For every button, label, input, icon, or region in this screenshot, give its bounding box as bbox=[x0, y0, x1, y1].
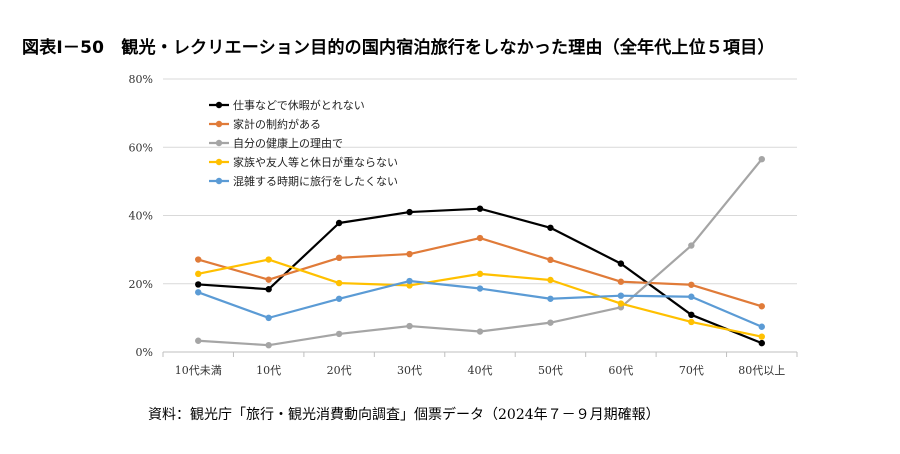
data-point bbox=[265, 276, 272, 283]
x-tick-label: 80代以上 bbox=[738, 364, 785, 377]
data-point bbox=[406, 208, 413, 216]
data-point bbox=[335, 295, 343, 302]
chart-title: 図表Ⅰ－50 観光・レクリエーション目的の国内宿泊旅行をしなかった理由（全年代上… bbox=[22, 38, 775, 58]
legend-label: 自分の健康上の理由で bbox=[233, 136, 343, 150]
data-point bbox=[195, 281, 202, 288]
data-point bbox=[406, 282, 413, 289]
data-point bbox=[547, 319, 554, 326]
data-point bbox=[476, 205, 484, 212]
x-tick-label: 10代未満 bbox=[175, 364, 222, 377]
x-tick-label: 30代 bbox=[397, 364, 422, 377]
data-point bbox=[335, 330, 343, 338]
data-point bbox=[265, 256, 272, 263]
data-point bbox=[265, 314, 272, 322]
data-point bbox=[265, 286, 272, 293]
data-point bbox=[195, 289, 202, 296]
data-point bbox=[406, 250, 413, 258]
data-point bbox=[688, 242, 695, 249]
data-point bbox=[547, 295, 554, 302]
data-point bbox=[195, 337, 202, 344]
data-point bbox=[758, 339, 765, 347]
x-tick-label: 70代 bbox=[679, 364, 704, 377]
y-tick-label: 80% bbox=[129, 73, 153, 86]
x-axis-ticks: 10代未満 10代 20代 30代 40代 50代 60代 70代 80代以上 bbox=[162, 352, 798, 377]
data-point bbox=[547, 256, 554, 264]
legend-label: 家族や友人等と休日が重ならない bbox=[233, 155, 398, 169]
data-point bbox=[335, 219, 343, 227]
y-tick-label: 0% bbox=[136, 346, 153, 359]
y-tick-label: 60% bbox=[129, 141, 153, 154]
data-point bbox=[335, 254, 343, 262]
data-point bbox=[688, 311, 695, 319]
x-tick-label: 50代 bbox=[538, 364, 563, 377]
legend-swatch-marker bbox=[215, 177, 223, 185]
legend-swatch-marker bbox=[215, 158, 223, 166]
data-point bbox=[758, 303, 765, 310]
x-tick-label: 10代 bbox=[256, 364, 281, 377]
data-point bbox=[476, 328, 484, 335]
data-point bbox=[758, 155, 765, 163]
x-tick-label: 20代 bbox=[327, 364, 352, 377]
legend-label: 仕事などで休暇がとれない bbox=[233, 98, 365, 112]
data-point bbox=[547, 224, 554, 231]
data-point bbox=[617, 292, 625, 299]
legend-swatch-marker bbox=[215, 139, 223, 147]
data-point bbox=[265, 341, 272, 349]
legend-swatch-marker bbox=[215, 120, 223, 128]
legend-swatch-marker bbox=[215, 101, 223, 109]
data-point bbox=[335, 279, 343, 287]
data-point bbox=[547, 276, 554, 284]
data-point bbox=[688, 281, 695, 288]
data-point bbox=[688, 318, 695, 326]
data-point bbox=[617, 278, 625, 285]
y-tick-label: 40% bbox=[129, 210, 153, 223]
data-point bbox=[195, 256, 202, 263]
series-lines bbox=[195, 155, 765, 349]
legend-label: 家計の制約がある bbox=[233, 117, 321, 131]
data-point bbox=[617, 260, 625, 267]
data-point bbox=[758, 323, 765, 330]
data-point bbox=[476, 285, 484, 292]
legend: 仕事などで休暇がとれない家計の制約がある自分の健康上の理由で家族や友人等と休日が… bbox=[209, 98, 398, 188]
y-axis-ticks: 0% 20% 40% 60% 80% bbox=[129, 73, 153, 359]
source-note: 資料：観光庁「旅行・観光消費動向調査」個票データ（2024年７－９月期確報） bbox=[148, 407, 660, 423]
x-tick-label: 40代 bbox=[468, 364, 493, 377]
data-point bbox=[476, 270, 484, 278]
y-tick-label: 20% bbox=[129, 278, 153, 291]
data-point bbox=[688, 293, 695, 300]
data-point bbox=[406, 322, 413, 330]
legend-label: 混雑する時期に旅行をしたくない bbox=[233, 174, 398, 188]
data-point bbox=[195, 270, 202, 278]
gridlines bbox=[163, 78, 797, 353]
data-point bbox=[476, 234, 484, 242]
x-tick-label: 60代 bbox=[608, 364, 633, 377]
data-point bbox=[758, 333, 765, 340]
data-point bbox=[406, 277, 413, 285]
data-point bbox=[617, 300, 625, 307]
